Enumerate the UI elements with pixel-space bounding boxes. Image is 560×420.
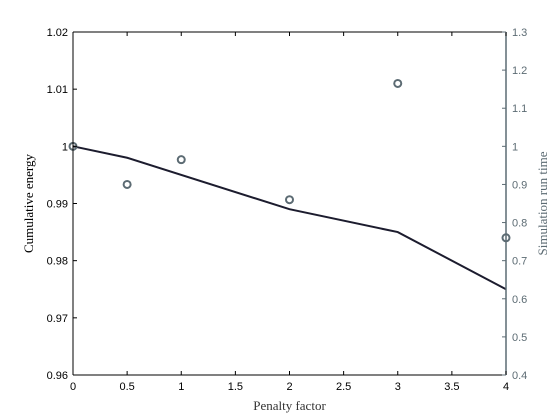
left-y-tick-label: 0.98: [47, 256, 68, 268]
x-tick-label: 1.5: [228, 381, 243, 393]
run-time-marker: [393, 78, 403, 88]
right-y-tick-label: 0.6: [512, 294, 527, 306]
right-y-tick-label: 0.4: [512, 370, 527, 382]
right-y-tick-label: 1.3: [512, 27, 527, 39]
run-time-marker: [285, 195, 294, 205]
right-y-tick-label: 0.7: [512, 256, 527, 268]
cumulative-energy-line: [72, 145, 507, 291]
right-y-tick-label: 0.9: [512, 179, 527, 191]
left-y-axis-title: Cumulative energy: [21, 153, 36, 253]
left-y-tick-label: 1.01: [47, 84, 68, 96]
x-tick-label: 3.5: [444, 381, 459, 393]
ticks-layer: 0 0.5 1 1.5 2 2.5 3 3.5 4 0.96 0.97 0.98 0.99 1 1.01 1.…: [47, 27, 528, 393]
x-axis-title: Penalty factor: [253, 398, 326, 413]
left-y-tick-label: 1.02: [47, 27, 68, 39]
left-y-tick-label: 0.96: [47, 370, 68, 382]
x-tick-label: 3: [395, 381, 401, 393]
right-y-tick-label: 0.5: [512, 332, 527, 344]
right-y-tick-label: 0.8: [512, 218, 527, 230]
right-y-axis-title: Simulation run time: [535, 151, 550, 255]
x-tick-label: 4: [503, 381, 509, 393]
right-y-tick-label: 1.2: [512, 65, 527, 77]
left-y-tick-label: 0.99: [47, 199, 68, 211]
x-tick-label: 0: [70, 381, 76, 393]
right-y-tick-label: 1.1: [512, 103, 527, 115]
left-y-tick-label: 0.97: [47, 313, 68, 325]
run-time-marker: [176, 155, 186, 165]
right-y-tick-label: 1: [512, 141, 518, 153]
left-y-tick-label: 1: [62, 141, 68, 153]
run-time-marker: [122, 179, 132, 189]
x-tick-label: 1: [178, 381, 184, 393]
x-tick-label: 0.5: [119, 381, 134, 393]
x-tick-label: 2: [286, 381, 292, 393]
x-tick-label: 2.5: [336, 381, 351, 393]
